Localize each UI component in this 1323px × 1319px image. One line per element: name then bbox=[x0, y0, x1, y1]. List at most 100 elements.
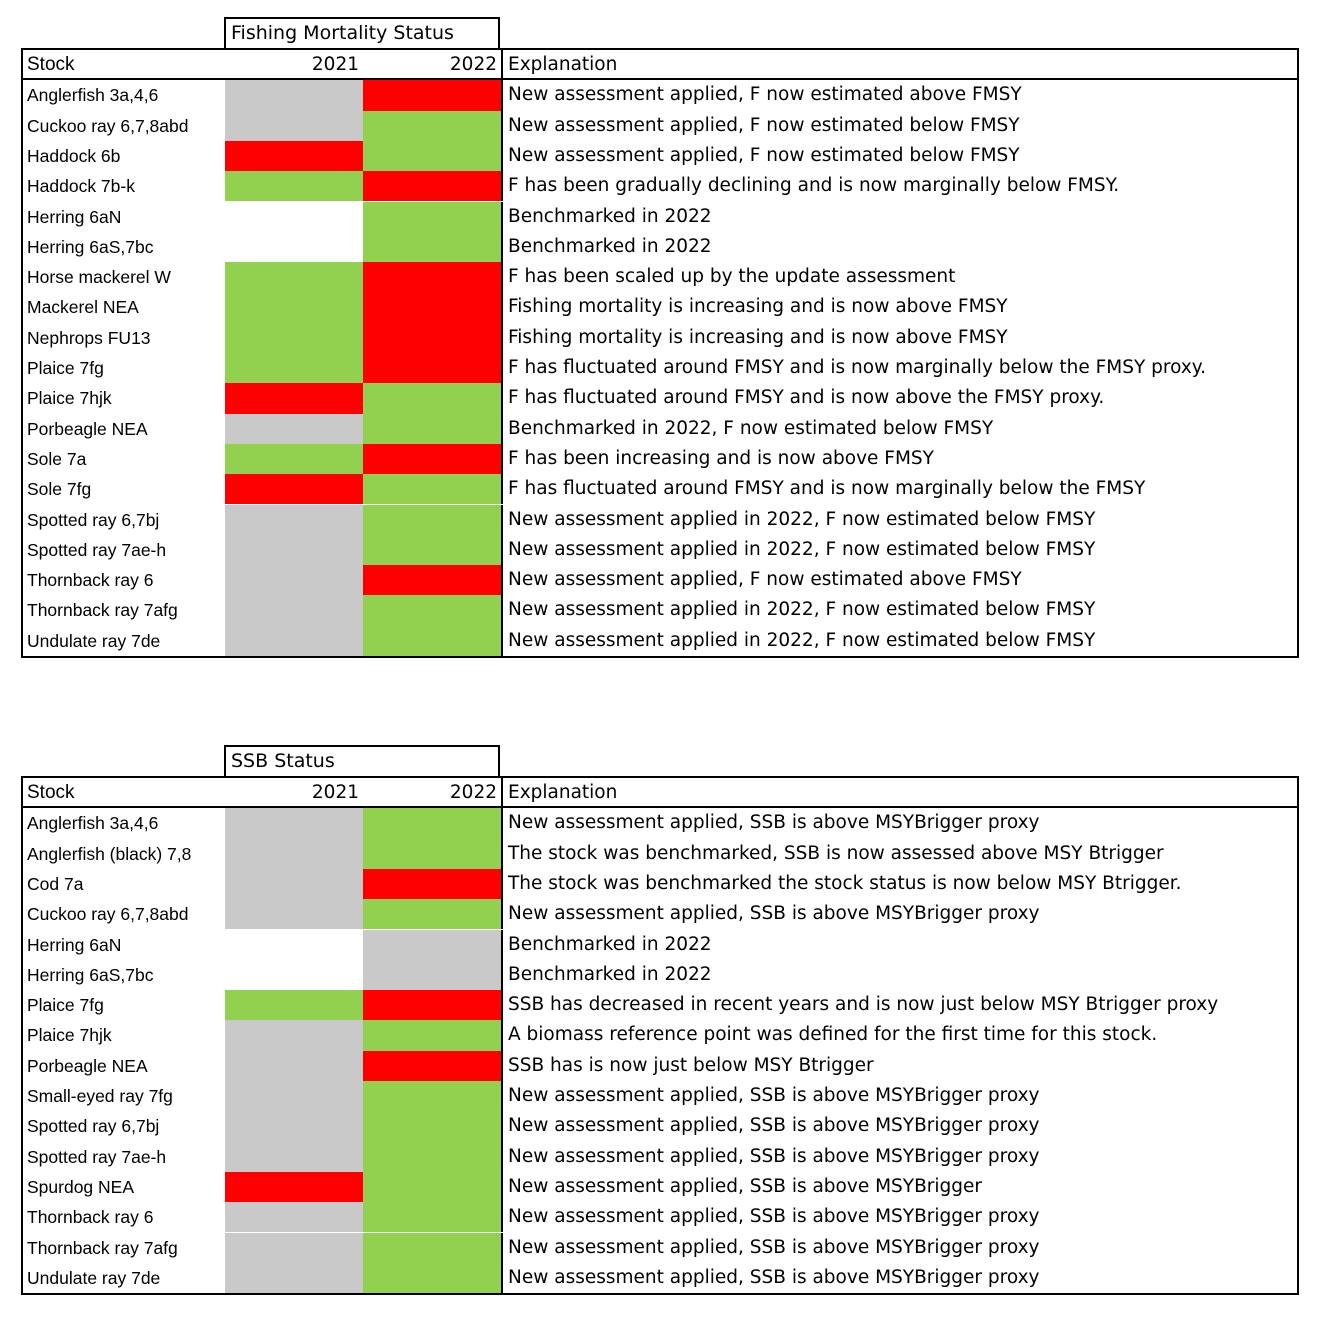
status-2022-cell bbox=[363, 1232, 501, 1263]
stock-name-cell: Mackerel NEA bbox=[27, 297, 139, 318]
table-row: Spotted ray 6,7bj New assessment applied … bbox=[23, 504, 1297, 535]
stock-name-cell: Cuckoo ray 6,7,8abd bbox=[27, 904, 189, 925]
explanation-cell: New assessment applied in 2022, F now es… bbox=[501, 534, 1297, 566]
year-2022-column-header: 2022 bbox=[449, 54, 497, 75]
stock-name-cell: Undulate ray 7de bbox=[27, 630, 161, 651]
status-2022-cell bbox=[363, 1171, 501, 1203]
table-row: Porbeagle NEA SSB has is now just below M… bbox=[23, 1050, 1297, 1081]
table-row: Spurdog NEA New assessment applied, SSB i… bbox=[23, 1171, 1297, 1203]
status-2021-cell bbox=[225, 80, 363, 111]
status-2021-cell bbox=[225, 353, 363, 384]
explanation-cell: Fishing mortality is increasing and is n… bbox=[501, 292, 1297, 323]
status-2021-cell bbox=[225, 504, 363, 535]
explanation-cell: New assessment applied, SSB is above MSY… bbox=[501, 808, 1297, 839]
status-2022-cell bbox=[363, 1111, 501, 1142]
status-2021-cell bbox=[225, 1262, 363, 1294]
stock-name-cell: Cod 7a bbox=[27, 873, 84, 894]
status-2022-cell bbox=[363, 868, 501, 900]
year-2021-column-header: 2021 bbox=[311, 54, 359, 75]
stock-name-cell: Anglerfish (black) 7,8 bbox=[27, 843, 192, 864]
explanation-cell: New assessment applied in 2022, F now es… bbox=[501, 625, 1297, 656]
status-2021-cell bbox=[225, 1081, 363, 1112]
table-row: Plaice 7hjk F has fluctuated around FMSY … bbox=[23, 383, 1297, 414]
table-header-row: Stock 2021 2022 Explanation bbox=[23, 50, 1297, 81]
fishing-mortality-table: Stock 2021 2022 Explanation Anglerfish 3a,4,… bbox=[21, 48, 1299, 658]
ssb-table: Stock 2021 2022 Explanation Anglerfish 3a,4,… bbox=[21, 776, 1299, 1296]
year-2022-column-header: 2022 bbox=[449, 782, 497, 803]
status-2022-cell bbox=[363, 140, 501, 172]
table-row: Sole 7a F has been increasing and is now … bbox=[23, 443, 1297, 475]
stock-name-cell: Plaice 7hjk bbox=[27, 388, 112, 409]
table-row: Herring 6aN Benchmarked in 2022 bbox=[23, 201, 1297, 232]
table-row: Plaice 7fg F has fluctuated around FMSY a… bbox=[23, 353, 1297, 384]
explanation-cell: F has been increasing and is now above F… bbox=[501, 443, 1297, 475]
status-2021-cell bbox=[225, 1232, 363, 1263]
table-row: Plaice 7fg SSB has decreased in recent ye… bbox=[23, 990, 1297, 1021]
status-2022-cell bbox=[363, 474, 501, 505]
status-2022-cell bbox=[363, 990, 501, 1021]
explanation-cell: New assessment applied, F now estimated … bbox=[501, 140, 1297, 172]
status-2022-cell bbox=[363, 80, 501, 111]
stock-name-cell: Anglerfish 3a,4,6 bbox=[27, 85, 159, 106]
status-2022-cell bbox=[363, 353, 501, 384]
explanation-cell: New assessment applied, SSB is above MSY… bbox=[501, 1171, 1297, 1203]
table-row: Undulate ray 7de New assessment applied i… bbox=[23, 625, 1297, 656]
stock-name-cell: Spotted ray 6,7bj bbox=[27, 509, 160, 530]
stock-name-cell: Herring 6aS,7bc bbox=[27, 964, 154, 985]
status-2022-cell bbox=[363, 929, 501, 960]
explanation-cell: F has been gradually declining and is no… bbox=[501, 171, 1297, 202]
status-2021-cell bbox=[225, 899, 363, 930]
status-2022-cell bbox=[363, 565, 501, 596]
status-2021-cell bbox=[225, 110, 363, 141]
explanation-cell: New assessment applied, SSB is above MSY… bbox=[501, 1141, 1297, 1172]
status-2022-cell bbox=[363, 625, 501, 656]
status-2021-cell bbox=[225, 262, 363, 293]
table-row: Herring 6aN Benchmarked in 2022 bbox=[23, 929, 1297, 960]
stock-name-cell: Sole 7a bbox=[27, 448, 87, 469]
stock-name-cell: Herring 6aS,7bc bbox=[27, 236, 154, 257]
status-2021-cell bbox=[225, 140, 363, 172]
stock-name-cell: Herring 6aN bbox=[27, 206, 122, 227]
status-2021-cell bbox=[225, 292, 363, 323]
stock-name-cell: Thornback ray 7afg bbox=[27, 1237, 178, 1258]
table-row: Porbeagle NEA Benchmarked in 2022, F now … bbox=[23, 413, 1297, 444]
status-2021-cell bbox=[225, 868, 363, 900]
stock-name-cell: Porbeagle NEA bbox=[27, 1055, 148, 1076]
status-2022-cell bbox=[363, 1262, 501, 1294]
status-2022-cell bbox=[363, 959, 501, 991]
stock-name-cell: Spotted ray 7ae-h bbox=[27, 1146, 167, 1167]
table-row: Thornback ray 6 New assessment applied, F… bbox=[23, 565, 1297, 596]
table-row: Herring 6aS,7bc Benchmarked in 2022 bbox=[23, 231, 1297, 263]
table-row: Thornback ray 6 New assessment applied, S… bbox=[23, 1202, 1297, 1233]
status-2021-cell bbox=[225, 443, 363, 475]
stock-name-cell: Small-eyed ray 7fg bbox=[27, 1086, 173, 1106]
explanation-cell: F has fluctuated around FMSY and is now … bbox=[501, 474, 1297, 505]
stock-name-cell: Spotted ray 7ae-h bbox=[27, 539, 167, 560]
stock-name-cell: Thornback ray 7afg bbox=[27, 600, 178, 621]
table-row: Anglerfish 3a,4,6 New assessment applied,… bbox=[23, 80, 1297, 111]
status-2022-cell bbox=[363, 534, 501, 566]
status-2022-cell bbox=[363, 171, 501, 202]
table-header-row: Stock 2021 2022 Explanation bbox=[23, 778, 1297, 809]
table-row: Spotted ray 6,7bj New assessment applied,… bbox=[23, 1111, 1297, 1142]
stock-name-cell: Spurdog NEA bbox=[27, 1176, 135, 1197]
explanation-cell: Benchmarked in 2022 bbox=[501, 231, 1297, 263]
explanation-cell: Benchmarked in 2022 bbox=[501, 929, 1297, 960]
explanation-cell: Benchmarked in 2022, F now estimated bel… bbox=[501, 413, 1297, 444]
table-row: Herring 6aS,7bc Benchmarked in 2022 bbox=[23, 959, 1297, 991]
status-2022-cell bbox=[363, 1081, 501, 1112]
stock-name-cell: Spotted ray 6,7bj bbox=[27, 1116, 160, 1137]
table-row: Spotted ray 7ae-h New assessment applied,… bbox=[23, 1141, 1297, 1172]
explanation-cell: F has been scaled up by the update asses… bbox=[501, 262, 1297, 293]
stock-name-cell: Haddock 7b-k bbox=[27, 176, 135, 197]
stock-name-cell: Horse mackerel W bbox=[27, 267, 171, 288]
explanation-cell: New assessment applied in 2022, F now es… bbox=[501, 595, 1297, 626]
explanation-cell: Benchmarked in 2022 bbox=[501, 201, 1297, 232]
table-row: Thornback ray 7afg New assessment applied… bbox=[23, 1232, 1297, 1263]
stock-name-cell: Sole 7fg bbox=[27, 479, 92, 500]
status-2022-cell bbox=[363, 1141, 501, 1172]
status-2021-cell bbox=[225, 990, 363, 1021]
table-row: Nephrops FU13 Fishing mortality is increa… bbox=[23, 322, 1297, 353]
status-2021-cell bbox=[225, 625, 363, 656]
stock-name-cell: Thornback ray 6 bbox=[27, 1207, 154, 1228]
